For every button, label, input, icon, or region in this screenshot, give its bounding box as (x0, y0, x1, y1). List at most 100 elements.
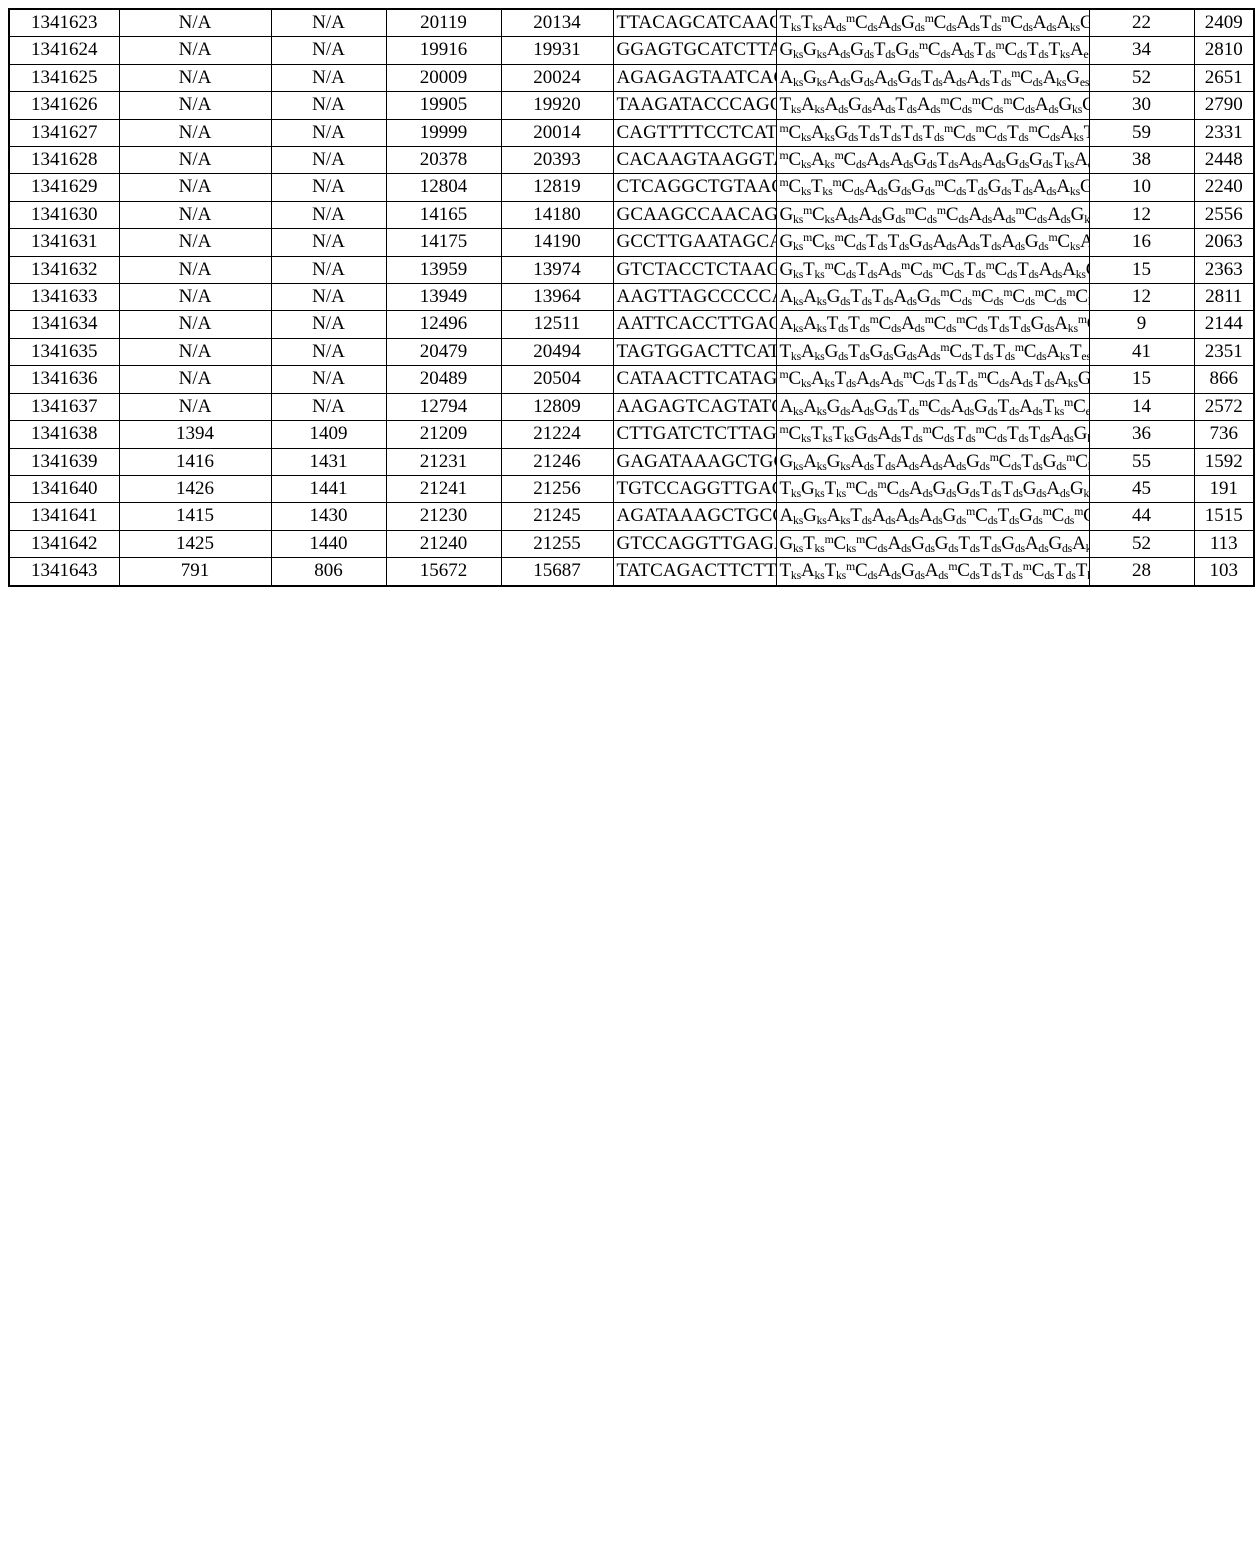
sequence-cell: TGTCCAGGTTGAGATA (613, 475, 776, 502)
chem-superscript: m (972, 94, 981, 107)
chem-subscript: ds (923, 487, 933, 500)
chem-subscript: ds (925, 186, 935, 199)
chemistry-notation-cell: mCksAksmCdsAdsAdsGdsTdsAdsAdsGdsGdsTksAe… (776, 147, 1089, 174)
chem-superscript: m (990, 450, 999, 463)
seq-id-no-cell: 2144 (1194, 311, 1254, 338)
chem-subscript: ds (930, 295, 940, 308)
chemistry-notation: AksAksTdsTdsmCdsAdsmCdsmCdsTdsTdsGdsAksm… (780, 313, 1090, 334)
percent-inhibition-cell: 45 (1089, 475, 1194, 502)
compound-id-cell: 1341627 (9, 119, 119, 146)
compound-id-cell: 1341634 (9, 311, 119, 338)
chem-superscript: m (780, 149, 789, 162)
chem-subscript: ds (988, 405, 998, 418)
chem-subscript: ds (1018, 432, 1028, 445)
table-body: 1341623N/AN/A2011920134TTACAGCATCAAGACAT… (9, 9, 1254, 586)
chem-subscript: ks (825, 131, 835, 144)
start-site-b-cell: 12804 (386, 174, 501, 201)
seq-id-no-cell: 2063 (1194, 229, 1254, 256)
compound-id-cell: 1341639 (9, 448, 119, 475)
chem-subscript: ds (840, 295, 850, 308)
chem-superscript: m (976, 423, 985, 436)
start-site-b-cell: 14165 (386, 201, 501, 228)
seq-id-no-cell: 113 (1194, 530, 1254, 557)
stop-site-a-cell: 1409 (271, 421, 386, 448)
chemistry-notation: AksAksGdsTdsTdsAdsGdsmCdsmCdsmCdsmCdsmCk… (780, 286, 1090, 307)
percent-inhibition-cell: 44 (1089, 503, 1194, 530)
start-site-a-cell: 1426 (119, 475, 271, 502)
chem-subscript: ds (948, 542, 958, 555)
compound-id-cell: 1341643 (9, 558, 119, 586)
chem-subscript: ks (815, 350, 825, 363)
stop-site-a-cell: N/A (271, 64, 386, 91)
chem-subscript: ds (972, 158, 982, 171)
chemistry-notation-cell: AksAksGdsTdsTdsAdsGdsmCdsmCdsmCdsmCdsmCk… (776, 284, 1089, 311)
chem-subscript: ds (915, 569, 925, 582)
chem-subscript: ks (791, 487, 801, 500)
table-row: 1341625N/AN/A2000920024AGAGAGTAATCAGTTTA… (9, 64, 1254, 91)
chem-subscript: ds (940, 48, 950, 61)
chem-subscript: ks (793, 405, 803, 418)
stop-site-a-cell: N/A (271, 147, 386, 174)
chem-superscript: m (780, 122, 789, 135)
compound-id-cell: 1341642 (9, 530, 119, 557)
chem-superscript: m (996, 39, 1005, 52)
compound-id-cell: 1341630 (9, 201, 119, 228)
chem-superscript: m (1023, 560, 1032, 573)
chem-subscript: ds (1046, 186, 1056, 199)
chem-superscript: m (832, 176, 841, 189)
chem-superscript: m (925, 313, 934, 326)
chem-superscript: m (856, 533, 865, 546)
chem-subscript: ds (978, 186, 988, 199)
sequence-cell: CATAACTTCATAGTGG (613, 366, 776, 393)
chem-subscript: ds (899, 487, 909, 500)
table-row: 1341633N/AN/A1394913964AAGTTAGCCCCCAGGAA… (9, 284, 1254, 311)
chem-superscript: m (944, 122, 953, 135)
table-row: 1341631N/AN/A1417514190GCCTTGAATAGCAAGCG… (9, 229, 1254, 256)
chem-subscript: ks (1054, 405, 1064, 418)
chem-subscript: ks (815, 103, 825, 116)
chem-subscript: ds (999, 323, 1009, 336)
chem-subscript: ds (909, 405, 919, 418)
chem-superscript: m (1043, 505, 1052, 518)
chem-subscript: ds (848, 213, 858, 226)
compound-id-cell: 1341623 (9, 9, 119, 37)
stop-site-b-cell: 21246 (501, 448, 613, 475)
chem-subscript: ks (793, 323, 803, 336)
chem-subscript: ds (956, 76, 966, 89)
start-site-b-cell: 19916 (386, 37, 501, 64)
sequence-cell: TAAGATACCCAGGTTG (613, 92, 776, 119)
chemistry-notation-cell: AksGksAdsGdsAdsGdsTdsAdsAdsTdsmCdsAksGes… (776, 64, 1089, 91)
chem-subscript: ds (1036, 487, 1046, 500)
start-site-a-cell: N/A (119, 201, 271, 228)
chem-subscript: ks (846, 542, 856, 555)
seq-id-no-cell: 2331 (1194, 119, 1254, 146)
stop-site-b-cell: 14180 (501, 201, 613, 228)
table-row: 1341637N/AN/A1279412809AAGAGTCAGTATCCTCA… (9, 393, 1254, 420)
chem-subscript: ds (925, 377, 935, 390)
chem-subscript: ds (1048, 103, 1058, 116)
stop-site-b-cell: 21255 (501, 530, 613, 557)
chem-superscript: m (940, 94, 949, 107)
chemistry-notation-cell: TksAksAdsGdsAdsTdsAdsmCdsmCdsmCdsAdsGksG… (776, 92, 1089, 119)
chem-subscript: ks (815, 487, 825, 500)
stop-site-b-cell: 20494 (501, 338, 613, 365)
chem-subscript: ks (793, 295, 803, 308)
chem-superscript: m (870, 313, 879, 326)
stop-site-a-cell: N/A (271, 393, 386, 420)
chem-subscript: ks (791, 350, 801, 363)
chem-subscript: ds (1033, 76, 1043, 89)
chem-subscript: ks (817, 295, 827, 308)
start-site-a-cell: N/A (119, 229, 271, 256)
chem-superscript: m (1029, 122, 1038, 135)
stop-site-a-cell: 806 (271, 558, 386, 586)
sequence-cell: CAGTTTTCCTCATGAT (613, 119, 776, 146)
chem-superscript: m (901, 259, 910, 272)
start-site-b-cell: 20009 (386, 64, 501, 91)
start-site-a-cell: N/A (119, 174, 271, 201)
chem-superscript: m (1015, 341, 1024, 354)
compound-id-cell: 1341625 (9, 64, 119, 91)
table-row: 1341630N/AN/A1416514180GCAAGCCAACAGAGAGG… (9, 201, 1254, 228)
chem-subscript: ds (840, 76, 850, 89)
chem-subscript: ks (825, 213, 835, 226)
chem-subscript: ds (878, 186, 888, 199)
